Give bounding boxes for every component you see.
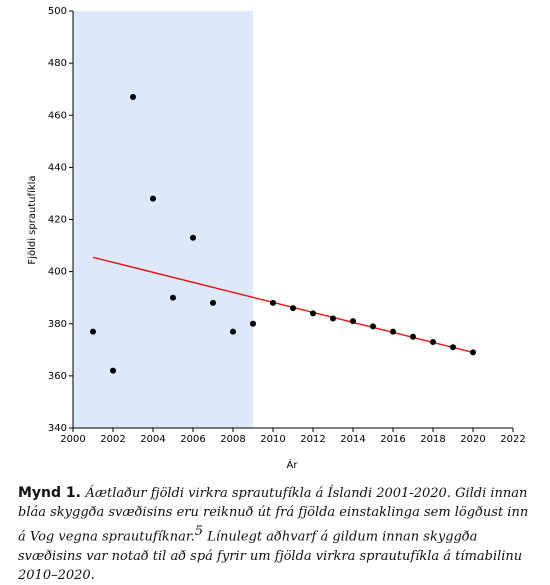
point bbox=[130, 94, 136, 101]
x-tick-label: 2010 bbox=[260, 434, 285, 445]
point bbox=[370, 323, 376, 330]
point bbox=[230, 328, 236, 335]
y-tick-label: 420 bbox=[48, 215, 67, 226]
x-tick-label: 2008 bbox=[220, 434, 245, 445]
x-tick-label: 2002 bbox=[100, 434, 125, 445]
y-tick-label: 500 bbox=[48, 6, 67, 17]
x-axis-label: Ár bbox=[287, 458, 299, 471]
x-tick-label: 2004 bbox=[140, 434, 165, 445]
y-tick-label: 360 bbox=[48, 371, 67, 382]
point bbox=[450, 344, 456, 351]
point bbox=[410, 333, 416, 340]
x-tick-label: 2020 bbox=[460, 434, 485, 445]
x-tick-label: 2006 bbox=[180, 434, 205, 445]
y-tick-label: 380 bbox=[48, 319, 67, 330]
point bbox=[290, 305, 296, 312]
y-axis-label: Fjöldi sprautufíkla bbox=[26, 175, 38, 264]
point bbox=[90, 328, 96, 335]
caption: Mynd 1. Áætlaður fjöldi virkra sprautufí… bbox=[18, 484, 533, 585]
point bbox=[470, 349, 476, 356]
chart: Ár Fjöldi sprautufíkla 340 360 380 400 420 44… bbox=[26, 6, 526, 471]
x-tick-label: 2000 bbox=[60, 434, 85, 445]
point bbox=[210, 299, 216, 306]
point bbox=[310, 310, 316, 317]
point bbox=[190, 234, 196, 241]
caption-text: Áætlaður fjöldi virkra sprautufíkla á Ís… bbox=[18, 486, 529, 545]
x-tick-label: 2016 bbox=[380, 434, 405, 445]
point bbox=[150, 195, 156, 202]
shaded-region bbox=[73, 11, 253, 428]
point bbox=[110, 367, 116, 374]
x-tick-label: 2012 bbox=[300, 434, 325, 445]
trend-line bbox=[92, 256, 474, 354]
x-tick-label: 2022 bbox=[500, 434, 525, 445]
point bbox=[170, 294, 176, 301]
y-tick-label: 440 bbox=[48, 162, 67, 173]
y-tick-label: 400 bbox=[48, 267, 67, 278]
point bbox=[250, 320, 256, 327]
caption-label: Mynd 1. bbox=[18, 485, 81, 501]
y-tick-label: 460 bbox=[48, 110, 67, 121]
point bbox=[430, 338, 436, 345]
footnote: 5 bbox=[194, 524, 204, 539]
point bbox=[390, 328, 396, 335]
y-tick-label: 480 bbox=[48, 58, 67, 69]
x-tick-label: 2014 bbox=[340, 434, 365, 445]
x-tick-label: 2018 bbox=[420, 434, 445, 445]
point bbox=[330, 315, 336, 322]
y-tick-label: 340 bbox=[48, 423, 67, 434]
point bbox=[270, 299, 276, 306]
point bbox=[350, 318, 356, 325]
